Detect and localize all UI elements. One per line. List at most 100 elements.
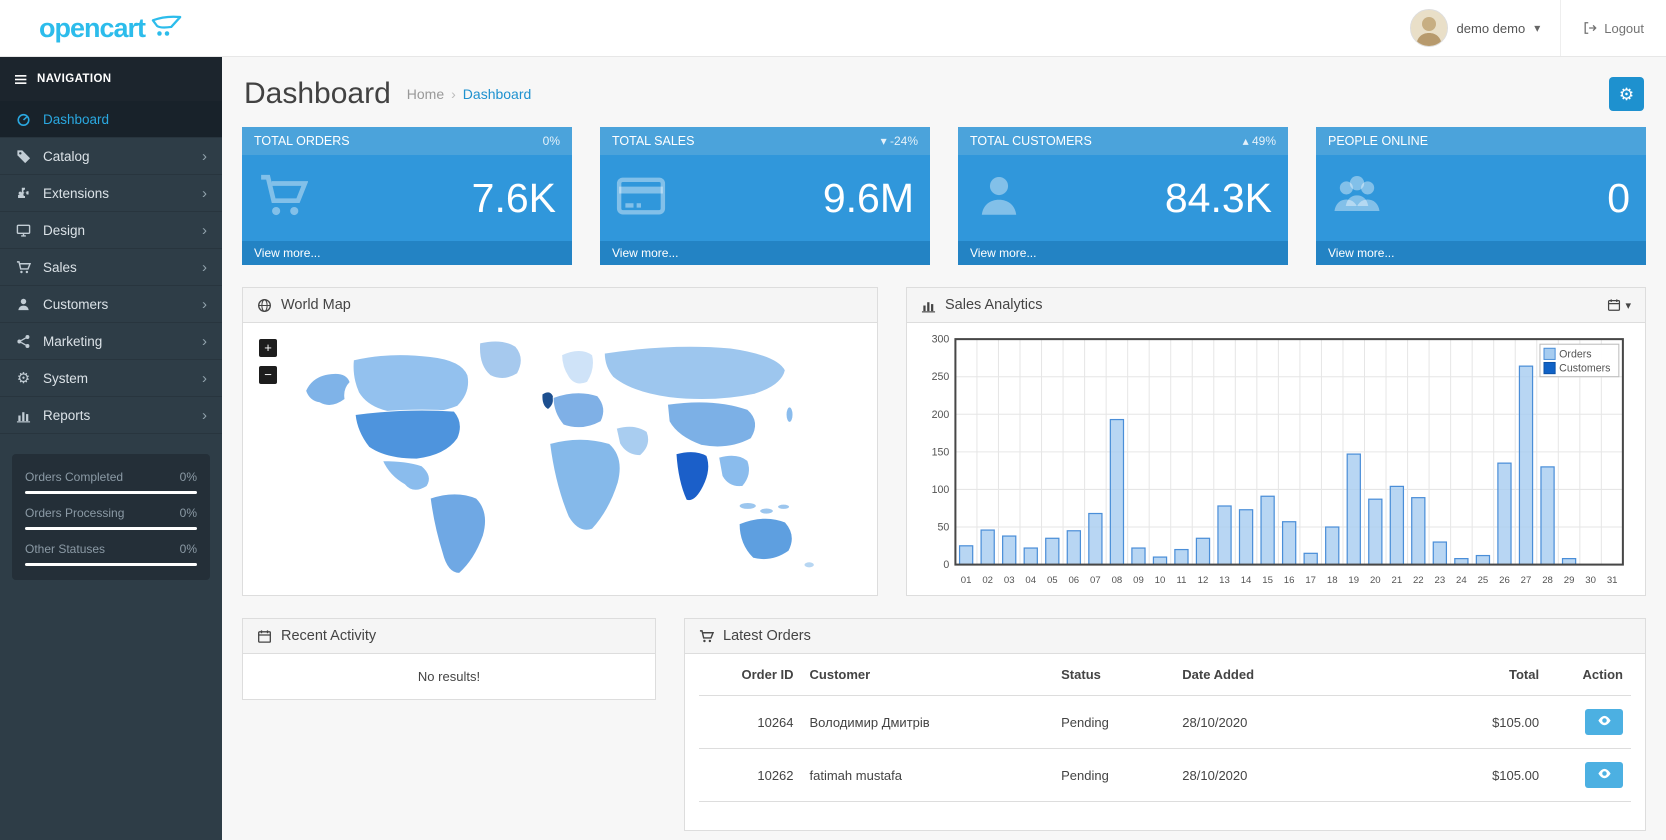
logout-label: Logout	[1604, 21, 1644, 36]
map-zoom-out-button[interactable]: −	[259, 366, 277, 384]
map-zoom-in-button[interactable]: +	[259, 339, 277, 357]
sidebar-item-reports[interactable]: Reports ›	[0, 397, 222, 434]
sidebar-item-extensions[interactable]: Extensions ›	[0, 175, 222, 212]
sales-analytics-chart: 0501001502002503000102030405060708091011…	[919, 331, 1633, 591]
latest-orders-title: Latest Orders	[723, 628, 811, 644]
cart-logo-icon	[151, 14, 183, 43]
tile-value: 7.6K	[472, 175, 556, 222]
monitor-icon	[15, 223, 32, 238]
column-header-customer: Customer	[802, 654, 1054, 696]
tile-value: 0	[1607, 175, 1630, 222]
sidebar-item-sales[interactable]: Sales›	[0, 249, 222, 286]
tile-delta: ▴ 49%	[1243, 134, 1276, 148]
column-header-order-id: Order ID	[699, 654, 802, 696]
latest-orders-header: Latest Orders	[685, 619, 1645, 654]
svg-text:31: 31	[1607, 575, 1618, 586]
table-row: 10262fatimah mustafaPending28/10/2020$10…	[699, 749, 1631, 802]
svg-text:250: 250	[932, 371, 950, 383]
chevron-right-icon: ›	[202, 186, 207, 201]
world-map[interactable]	[253, 331, 867, 587]
order-status-summary: Orders Completed0%Orders Processing0%Oth…	[12, 454, 210, 580]
sidebar-item-customers[interactable]: Customers›	[0, 286, 222, 323]
order-date-added: 28/10/2020	[1174, 749, 1398, 802]
column-header-total: Total	[1398, 654, 1547, 696]
tile-view-more-link[interactable]: View more...	[1316, 241, 1646, 265]
svg-text:21: 21	[1392, 575, 1403, 586]
gear-icon: ⚙	[15, 371, 32, 386]
tile-header: TOTAL ORDERS0%	[242, 127, 572, 155]
svg-text:Orders: Orders	[1559, 348, 1591, 360]
svg-text:30: 30	[1585, 575, 1596, 586]
sidebar-item-label: Extensions	[43, 186, 109, 201]
caret-down-icon: ▾	[1625, 299, 1631, 312]
sales-analytics-panel: Sales Analytics ▾ 0501001502002503000102…	[906, 287, 1646, 596]
eye-icon	[1597, 713, 1612, 731]
tile-view-more-link[interactable]: View more...	[600, 241, 930, 265]
svg-text:11: 11	[1176, 575, 1186, 586]
sidebar-item-label: Catalog	[43, 149, 90, 164]
tile-body: 7.6K	[242, 155, 572, 241]
tag-icon	[15, 149, 32, 164]
tile-title: TOTAL SALES	[612, 134, 694, 148]
tile-delta: ▾ -24%	[881, 134, 918, 148]
svg-text:04: 04	[1025, 575, 1036, 586]
dashboard-icon	[15, 112, 32, 127]
breadcrumb: Home › Dashboard	[407, 86, 532, 102]
svg-text:24: 24	[1456, 575, 1467, 586]
svg-text:0: 0	[943, 559, 949, 571]
chevron-right-icon: ›	[202, 260, 207, 275]
opencart-logo[interactable]: opencart	[0, 0, 222, 56]
stat-tiles: TOTAL ORDERS0% 7.6K View more... TOTAL SALE…	[242, 127, 1646, 265]
breadcrumb-home[interactable]: Home	[407, 86, 444, 102]
tile-view-more-link[interactable]: View more...	[242, 241, 572, 265]
breadcrumb-dashboard[interactable]: Dashboard	[463, 86, 532, 102]
svg-text:17: 17	[1305, 575, 1316, 586]
view-order-button[interactable]	[1585, 709, 1623, 735]
progress-label: Orders Completed	[25, 470, 123, 484]
order-status: Pending	[1053, 749, 1174, 802]
svg-text:06: 06	[1068, 575, 1079, 586]
sidebar-item-system[interactable]: ⚙System›	[0, 360, 222, 397]
sidebar-item-dashboard[interactable]: Dashboard	[0, 101, 222, 138]
tile-delta: 0%	[543, 134, 560, 148]
svg-text:07: 07	[1090, 575, 1101, 586]
sidebar: NAVIGATION DashboardCatalog›Extensions›D…	[0, 57, 222, 840]
latest-orders-table: Order IDCustomerStatusDate AddedTotalAct…	[699, 654, 1631, 802]
user-icon	[15, 297, 32, 312]
progress-value: 0%	[180, 506, 197, 520]
chevron-right-icon: ›	[202, 408, 207, 423]
logout-button[interactable]: Logout	[1561, 0, 1666, 56]
top-bar-right: demo demo ▾ Logout	[222, 0, 1666, 56]
svg-text:02: 02	[982, 575, 993, 586]
svg-text:29: 29	[1564, 575, 1575, 586]
svg-text:25: 25	[1478, 575, 1489, 586]
user-menu[interactable]: demo demo ▾	[1390, 0, 1561, 56]
order-total: $105.00	[1398, 696, 1547, 749]
page-header: Dashboard Home › Dashboard ⚙	[242, 57, 1646, 127]
view-order-button[interactable]	[1585, 762, 1623, 788]
sidebar-menu: DashboardCatalog›Extensions›Design›Sales…	[0, 101, 222, 434]
sidebar-item-marketing[interactable]: Marketing›	[0, 323, 222, 360]
sidebar-item-catalog[interactable]: Catalog›	[0, 138, 222, 175]
svg-text:27: 27	[1521, 575, 1532, 586]
dashboard-settings-button[interactable]: ⚙	[1609, 77, 1644, 111]
progress-label: Orders Processing	[25, 506, 124, 520]
table-row: 10264Володимир ДмитрівPending28/10/2020$…	[699, 696, 1631, 749]
sidebar-item-label: Reports	[43, 408, 90, 423]
order-id: 10264	[699, 696, 802, 749]
stat-tile-total-orders: TOTAL ORDERS0% 7.6K View more...	[242, 127, 572, 265]
navigation-header[interactable]: NAVIGATION	[0, 57, 222, 101]
tile-view-more-link[interactable]: View more...	[958, 241, 1288, 265]
logout-icon	[1583, 21, 1597, 35]
svg-text:19: 19	[1348, 575, 1359, 586]
cart-icon	[15, 260, 32, 275]
sidebar-item-design[interactable]: Design›	[0, 212, 222, 249]
progress-row: Other Statuses0%	[25, 542, 197, 566]
recent-activity-panel: Recent Activity No results!	[242, 618, 656, 700]
svg-text:15: 15	[1262, 575, 1273, 586]
puzzle-icon	[15, 186, 32, 201]
chart-range-button[interactable]: ▾	[1607, 298, 1631, 312]
svg-text:08: 08	[1112, 575, 1123, 586]
stat-tile-total-customers: TOTAL CUSTOMERS▴ 49%84.3KView more...	[958, 127, 1288, 265]
order-status: Pending	[1053, 696, 1174, 749]
